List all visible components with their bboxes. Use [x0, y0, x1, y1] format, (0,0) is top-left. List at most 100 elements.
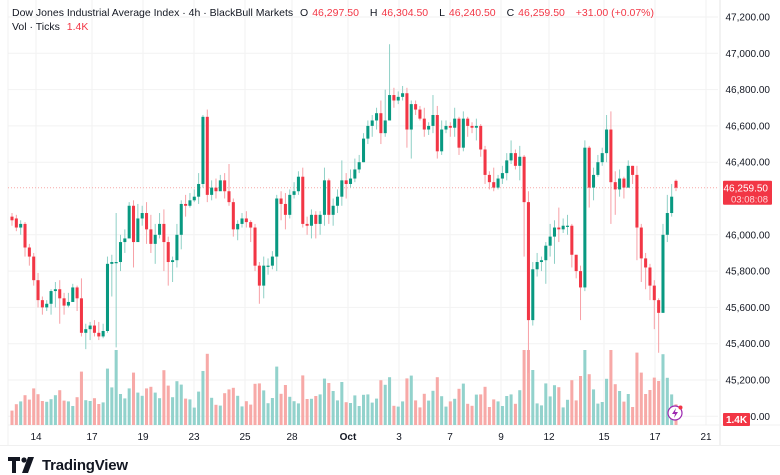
- candle-body[interactable]: [136, 218, 140, 243]
- candle-body[interactable]: [214, 187, 218, 192]
- candle-body[interactable]: [145, 213, 149, 230]
- candle-body[interactable]: [353, 169, 357, 179]
- candle-body[interactable]: [301, 176, 305, 224]
- candle-body[interactable]: [171, 260, 175, 263]
- candle-body[interactable]: [657, 300, 661, 313]
- candle-body[interactable]: [262, 265, 266, 286]
- candle-body[interactable]: [470, 125, 474, 128]
- candle-body[interactable]: [149, 229, 153, 244]
- candle-body[interactable]: [58, 289, 62, 299]
- candle-body[interactable]: [587, 147, 591, 188]
- candle-body[interactable]: [427, 125, 431, 130]
- candle-body[interactable]: [401, 93, 405, 97]
- candle-body[interactable]: [388, 95, 392, 121]
- candle-body[interactable]: [583, 147, 587, 288]
- candle-body[interactable]: [600, 153, 604, 163]
- candle-body[interactable]: [483, 149, 487, 175]
- candle-body[interactable]: [249, 222, 253, 228]
- candle-body[interactable]: [392, 95, 396, 101]
- candle-body[interactable]: [292, 191, 296, 195]
- candle-body[interactable]: [314, 214, 318, 224]
- candle-body[interactable]: [414, 104, 418, 110]
- candle-body[interactable]: [505, 160, 509, 174]
- candle-body[interactable]: [626, 165, 630, 188]
- candle-body[interactable]: [544, 245, 548, 261]
- candle-body[interactable]: [105, 263, 109, 331]
- candle-body[interactable]: [652, 285, 656, 301]
- candle-body[interactable]: [53, 289, 57, 292]
- candle-body[interactable]: [496, 178, 500, 188]
- candle-body[interactable]: [240, 218, 244, 224]
- candle-body[interactable]: [487, 174, 491, 183]
- candle-body[interactable]: [127, 205, 131, 239]
- candle-body[interactable]: [19, 223, 23, 228]
- candle-body[interactable]: [522, 156, 526, 203]
- candle-body[interactable]: [375, 113, 379, 121]
- candle-body[interactable]: [435, 115, 439, 152]
- candle-body[interactable]: [348, 178, 353, 184]
- candle-body[interactable]: [231, 202, 235, 230]
- candle-body[interactable]: [40, 300, 44, 308]
- candle-body[interactable]: [622, 178, 626, 188]
- candle-body[interactable]: [665, 213, 669, 235]
- candle-body[interactable]: [66, 301, 70, 306]
- candle-body[interactable]: [500, 173, 504, 179]
- candle-body[interactable]: [162, 223, 166, 243]
- candle-body[interactable]: [184, 203, 188, 206]
- candle-body[interactable]: [526, 202, 530, 321]
- candle-body[interactable]: [123, 238, 127, 243]
- candle-body[interactable]: [71, 287, 75, 302]
- candle-body[interactable]: [322, 180, 326, 215]
- candle-body[interactable]: [531, 269, 535, 321]
- chart-container[interactable]: 47,200.00 47,000.00 46,800.00 46,600.00 46,4…: [0, 0, 780, 446]
- candle-body[interactable]: [331, 205, 335, 215]
- candle-body[interactable]: [552, 227, 557, 237]
- candle-body[interactable]: [561, 225, 565, 230]
- candle-body[interactable]: [309, 214, 313, 226]
- candle-body[interactable]: [340, 180, 344, 197]
- candle-body[interactable]: [275, 198, 279, 257]
- candle-body[interactable]: [118, 242, 123, 263]
- candle-body[interactable]: [210, 187, 214, 195]
- candle-body[interactable]: [218, 180, 222, 192]
- candle-body[interactable]: [431, 115, 435, 126]
- candle-body[interactable]: [366, 125, 370, 139]
- candle-body[interactable]: [305, 223, 309, 226]
- candle-body[interactable]: [62, 298, 66, 306]
- candle-body[interactable]: [357, 162, 361, 170]
- candle-body[interactable]: [75, 287, 79, 299]
- candle-body[interactable]: [644, 258, 648, 268]
- candle-body[interactable]: [457, 118, 461, 148]
- candle-body[interactable]: [396, 96, 400, 101]
- candle-body[interactable]: [335, 196, 340, 206]
- candle-body[interactable]: [513, 153, 517, 166]
- candle-body[interactable]: [227, 191, 231, 203]
- candle-body[interactable]: [131, 205, 136, 243]
- candle-body[interactable]: [453, 118, 457, 128]
- candle-body[interactable]: [79, 298, 83, 333]
- candle-body[interactable]: [45, 303, 49, 308]
- candle-body[interactable]: [205, 116, 209, 195]
- candle-body[interactable]: [574, 254, 578, 272]
- candle-body[interactable]: [283, 203, 287, 215]
- candle-body[interactable]: [188, 200, 192, 206]
- candle-body[interactable]: [605, 129, 609, 154]
- candle-body[interactable]: [344, 180, 348, 184]
- candle-body[interactable]: [422, 118, 426, 130]
- candle-body[interactable]: [444, 125, 448, 130]
- candle-body[interactable]: [362, 138, 366, 163]
- candle-body[interactable]: [327, 180, 331, 215]
- candle-body[interactable]: [518, 156, 522, 166]
- candle-body[interactable]: [618, 178, 622, 190]
- candle-body[interactable]: [101, 330, 105, 337]
- candle-body[interactable]: [440, 129, 444, 152]
- candle-body[interactable]: [592, 174, 596, 188]
- candle-body[interactable]: [557, 227, 561, 230]
- candle-body[interactable]: [253, 227, 257, 266]
- candle-body[interactable]: [635, 174, 639, 228]
- candle-body[interactable]: [379, 113, 383, 134]
- candle-body[interactable]: [97, 332, 101, 337]
- candle-body[interactable]: [192, 196, 196, 201]
- candlestick-chart[interactable]: 47,200.00 47,000.00 46,800.00 46,600.00 46,4…: [0, 0, 780, 445]
- candle-body[interactable]: [197, 183, 201, 197]
